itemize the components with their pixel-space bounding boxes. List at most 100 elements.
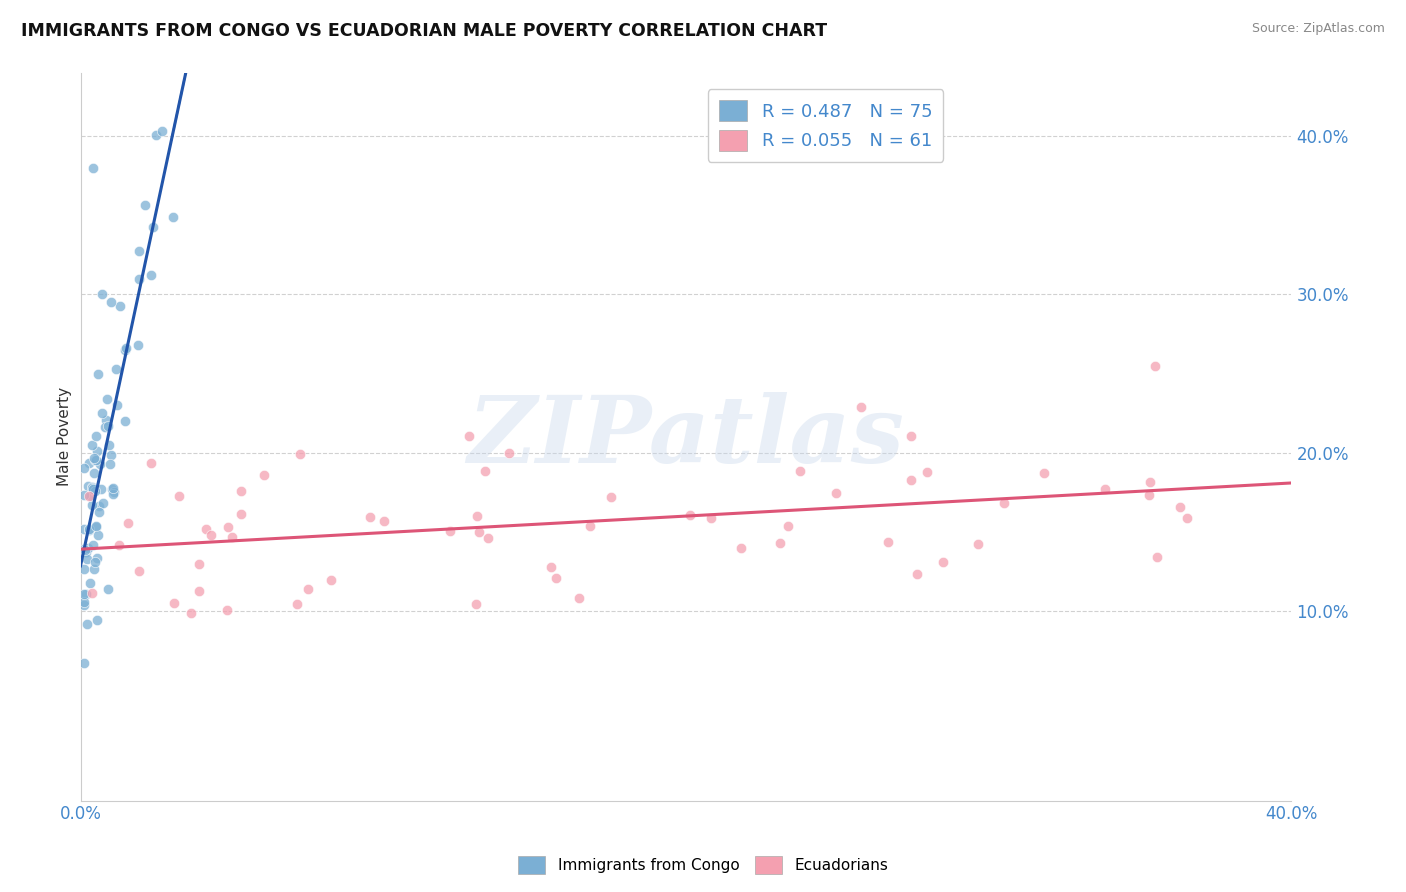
Point [86, 443, 108, 458]
Point [231, 507, 253, 521]
Point [83, 562, 105, 576]
Point [187, 584, 209, 599]
Point [849, 400, 872, 414]
Point [167, 489, 190, 503]
Point [465, 508, 488, 523]
Point [139, 268, 162, 282]
Point [86, 551, 108, 566]
Point [89, 499, 111, 513]
Point [498, 446, 520, 460]
Point [79, 523, 101, 537]
Point [1139, 475, 1161, 489]
Point [1094, 482, 1116, 496]
Point [546, 571, 568, 585]
Point [79, 522, 101, 536]
Point [72, 522, 94, 536]
Point [108, 299, 131, 313]
Point [105, 398, 128, 412]
Point [579, 519, 602, 533]
Point [80, 438, 103, 452]
Point [678, 508, 700, 523]
Point [700, 511, 723, 525]
Point [297, 582, 319, 596]
Point [72, 542, 94, 557]
Point [127, 338, 149, 352]
Point [789, 464, 811, 478]
Point [77, 541, 100, 556]
Text: ZIPatlas: ZIPatlas [467, 392, 904, 482]
Point [96, 392, 118, 407]
Point [142, 219, 165, 234]
Point [114, 414, 136, 428]
Point [229, 484, 252, 499]
Point [103, 481, 125, 495]
Point [221, 530, 243, 544]
Point [194, 523, 217, 537]
Point [80, 489, 103, 503]
Point [900, 429, 922, 443]
Point [115, 341, 138, 355]
Point [96, 413, 118, 427]
Point [1168, 500, 1191, 514]
Point [72, 488, 94, 502]
Text: IMMIGRANTS FROM CONGO VS ECUADORIAN MALE POVERTY CORRELATION CHART: IMMIGRANTS FROM CONGO VS ECUADORIAN MALE… [21, 22, 827, 40]
Point [84, 484, 107, 499]
Point [72, 656, 94, 670]
Point [139, 456, 162, 470]
Point [80, 481, 103, 495]
Point [288, 446, 311, 460]
Point [253, 468, 276, 483]
Point [84, 555, 107, 569]
Point [72, 599, 94, 613]
Point [993, 496, 1015, 510]
Point [1146, 549, 1168, 564]
Point [91, 406, 114, 420]
Point [285, 597, 308, 611]
Point [915, 465, 938, 479]
Point [599, 490, 621, 504]
Point [824, 485, 846, 500]
Point [84, 520, 107, 534]
Point [97, 582, 120, 597]
Point [150, 124, 173, 138]
Point [776, 519, 799, 533]
Point [75, 542, 97, 557]
Point [84, 452, 107, 467]
Point [80, 498, 103, 512]
Point [90, 482, 112, 496]
Point [100, 483, 122, 497]
Point [83, 450, 105, 465]
Point [730, 541, 752, 555]
Point [100, 295, 122, 310]
Point [439, 524, 461, 539]
Point [76, 552, 98, 566]
Point [84, 519, 107, 533]
Point [215, 603, 238, 617]
Point [900, 473, 922, 487]
Point [474, 464, 496, 478]
Point [103, 487, 125, 501]
Point [87, 528, 110, 542]
Point [97, 418, 120, 433]
Point [373, 514, 395, 528]
Point [905, 567, 928, 582]
Point [79, 575, 101, 590]
Point [72, 595, 94, 609]
Point [73, 587, 96, 601]
Point [89, 457, 111, 471]
Point [107, 538, 129, 552]
Point [180, 606, 202, 620]
Point [134, 198, 156, 212]
Point [83, 466, 105, 480]
Point [1032, 466, 1054, 480]
Point [82, 161, 104, 175]
Text: Source: ZipAtlas.com: Source: ZipAtlas.com [1251, 22, 1385, 36]
Point [932, 555, 955, 569]
Point [145, 128, 167, 142]
Legend: R = 0.487   N = 75, R = 0.055   N = 61: R = 0.487 N = 75, R = 0.055 N = 61 [707, 89, 943, 161]
Point [98, 438, 121, 452]
Point [86, 613, 108, 627]
Point [966, 537, 988, 551]
Point [128, 565, 150, 579]
Point [163, 596, 186, 610]
